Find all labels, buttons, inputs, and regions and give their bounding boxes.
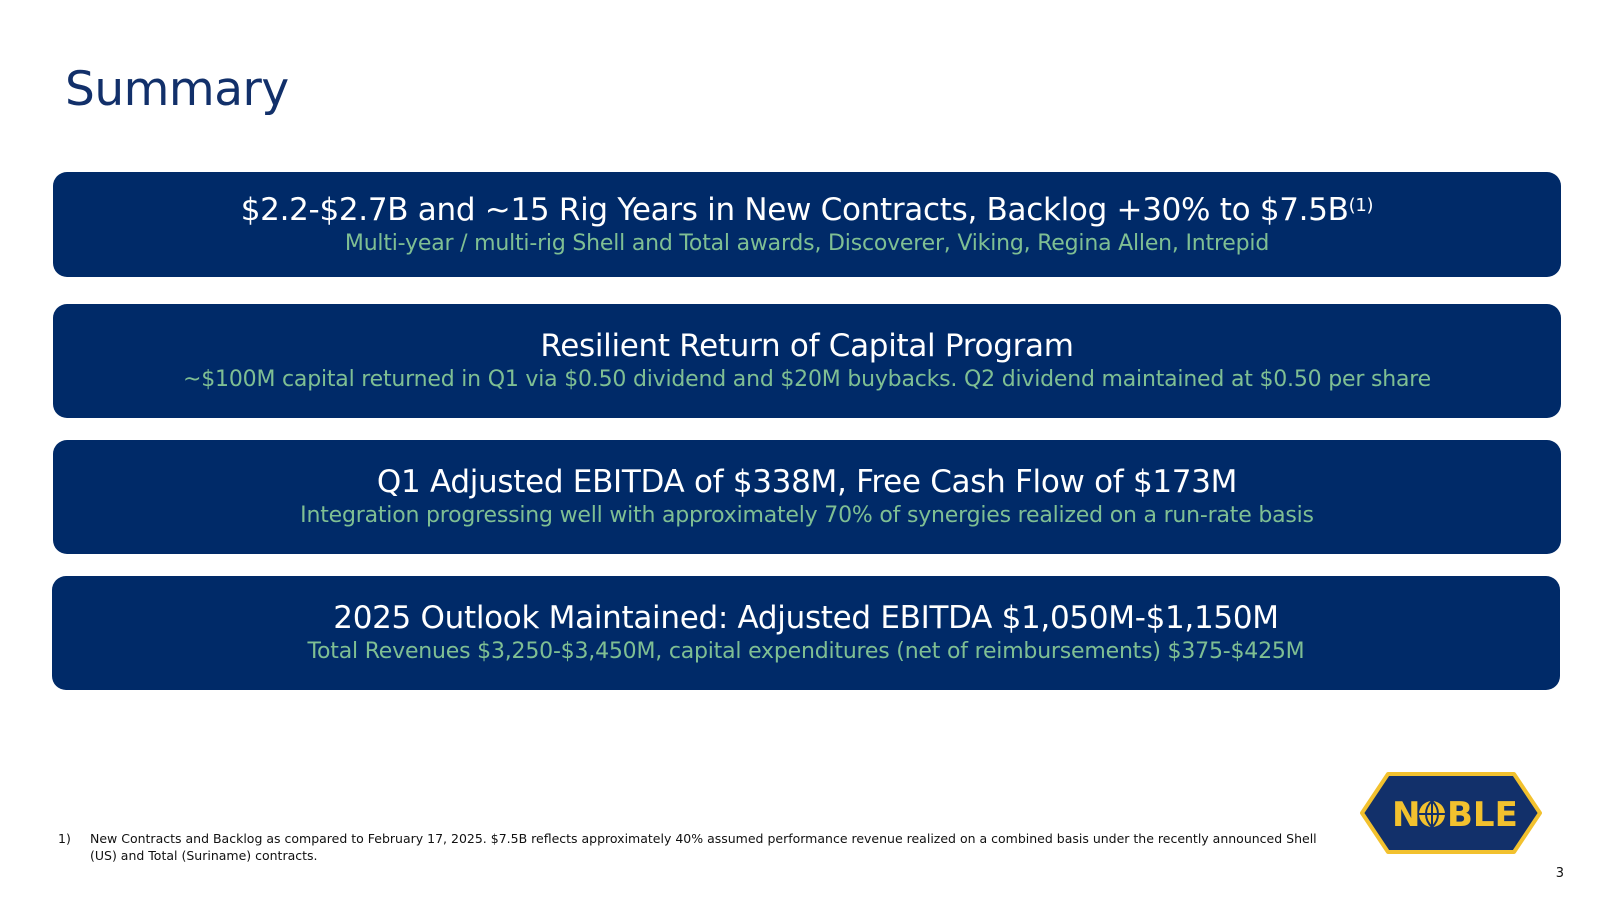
summary-card-capital-return: Resilient Return of Capital Program ~$10… bbox=[53, 304, 1561, 418]
card-headline-text: $2.2-$2.7B and ~15 Rig Years in New Cont… bbox=[240, 191, 1349, 228]
card-subtext: Integration progressing well with approx… bbox=[300, 503, 1314, 528]
summary-card-contracts: $2.2-$2.7B and ~15 Rig Years in New Cont… bbox=[53, 172, 1561, 277]
footnote-marker: 1) bbox=[58, 831, 71, 846]
card-subtext: ~$100M capital returned in Q1 via $0.50 … bbox=[183, 367, 1431, 392]
card-headline: Resilient Return of Capital Program bbox=[540, 328, 1074, 364]
logo-hexagon bbox=[1360, 772, 1542, 854]
logo-text-n: N bbox=[1392, 795, 1420, 835]
noble-logo: N BLE bbox=[1360, 772, 1542, 854]
card-headline: $2.2-$2.7B and ~15 Rig Years in New Cont… bbox=[241, 191, 1374, 229]
page-number: 3 bbox=[1555, 866, 1564, 881]
card-headline: Q1 Adjusted EBITDA of $338M, Free Cash F… bbox=[376, 464, 1238, 500]
card-subtext: Multi-year / multi-rig Shell and Total a… bbox=[344, 230, 1270, 256]
globe-icon bbox=[1419, 799, 1445, 829]
logo-text-ble: BLE bbox=[1447, 795, 1518, 835]
footnote-ref: (1) bbox=[1348, 194, 1374, 216]
card-subtext: Total Revenues $3,250-$3,450M, capital e… bbox=[307, 639, 1305, 664]
summary-card-outlook: 2025 Outlook Maintained: Adjusted EBITDA… bbox=[52, 576, 1560, 690]
summary-card-q1-results: Q1 Adjusted EBITDA of $338M, Free Cash F… bbox=[53, 440, 1561, 554]
card-headline: 2025 Outlook Maintained: Adjusted EBITDA… bbox=[333, 600, 1279, 636]
footnote-text: New Contracts and Backlog as compared to… bbox=[90, 831, 1317, 863]
footnote: 1) New Contracts and Backlog as compared… bbox=[58, 830, 1338, 864]
slide-title: Summary bbox=[65, 62, 289, 117]
